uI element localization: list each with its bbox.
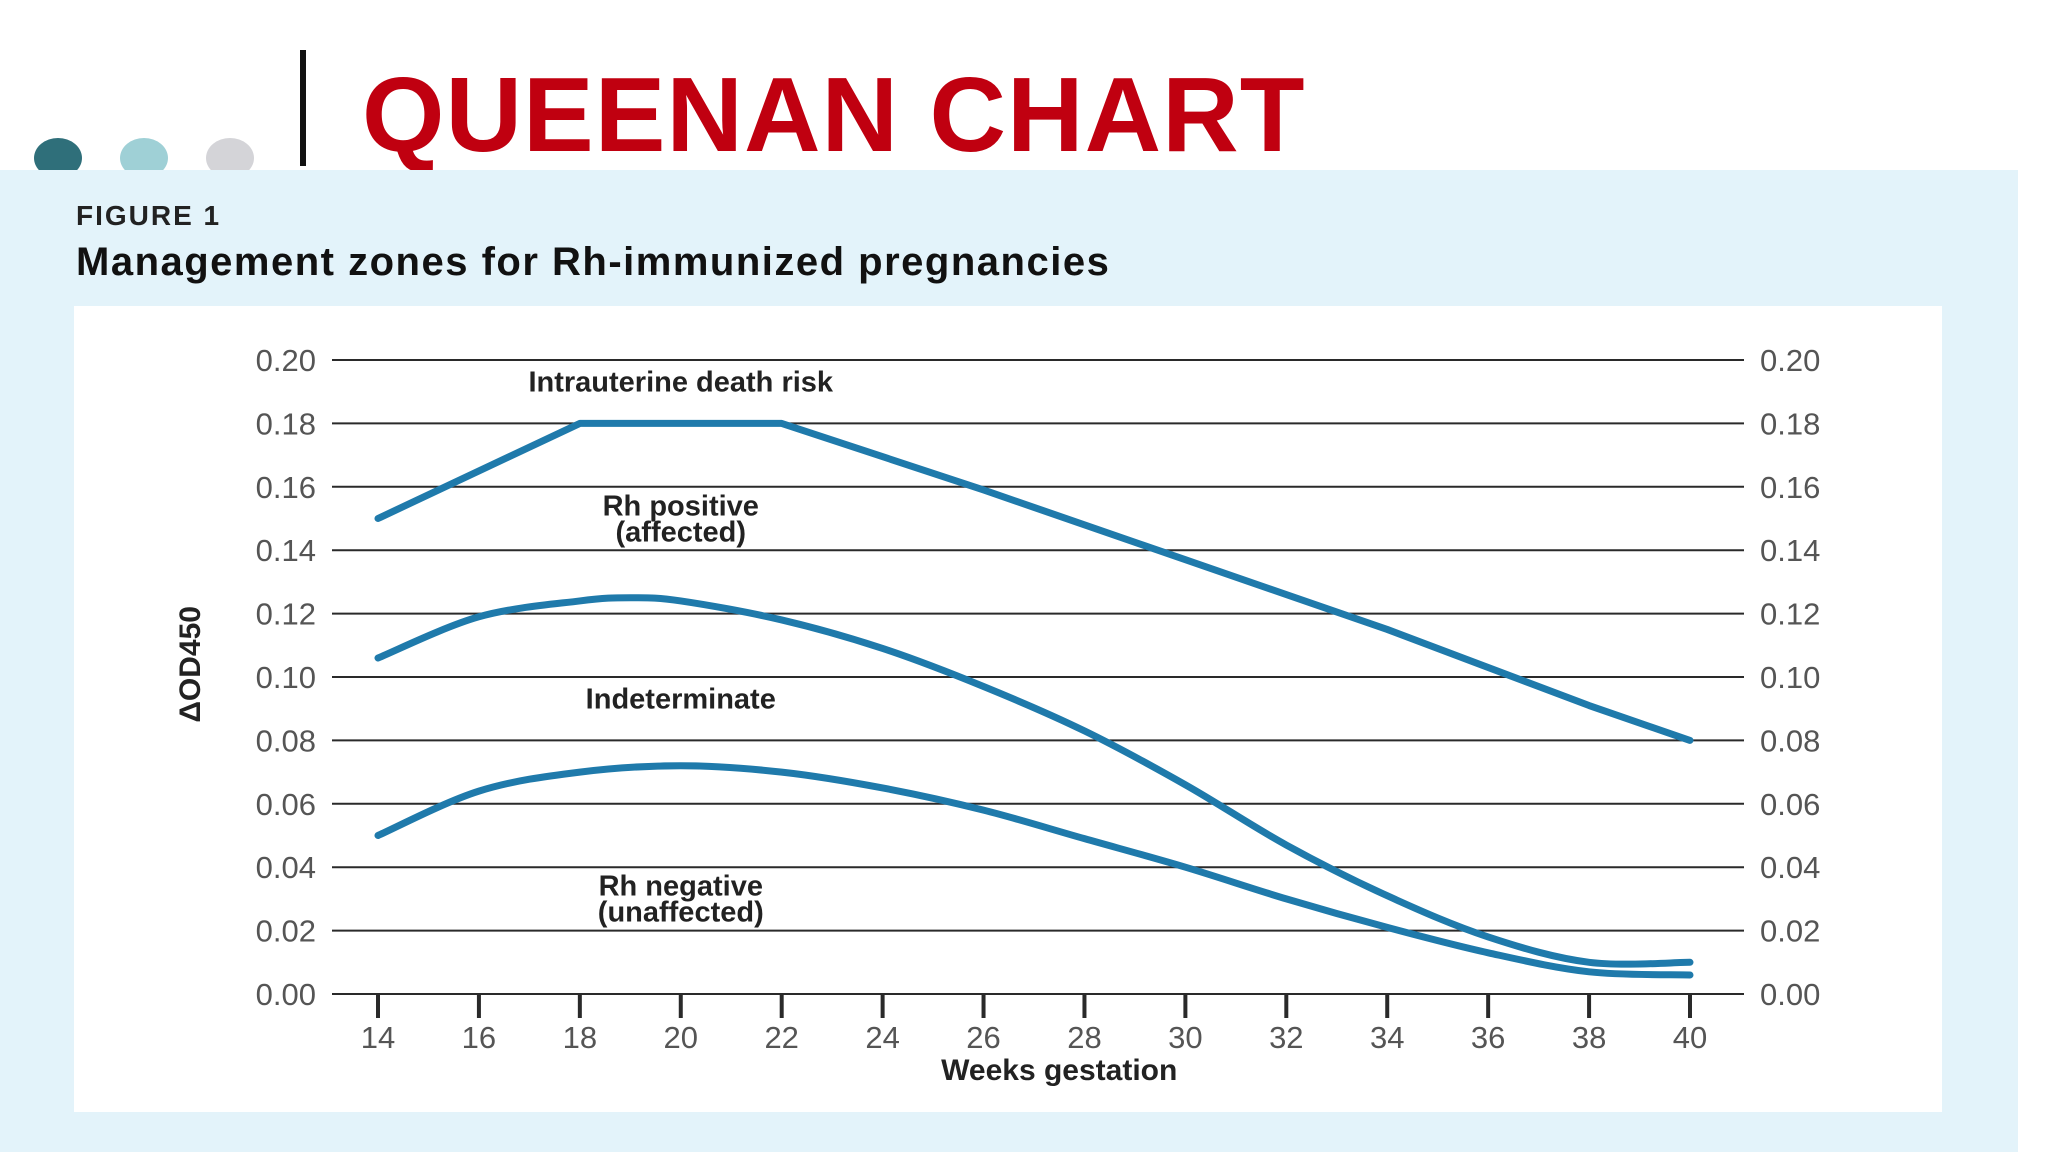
zone-label: Intrauterine death risk (528, 367, 833, 399)
x-tick-label: 18 (563, 1020, 597, 1055)
y-tick-label-left: 0.20 (256, 343, 316, 378)
zone-boundary-line-3 (374, 762, 1694, 979)
y-tick-label-right: 0.16 (1760, 470, 1820, 505)
y-tick-label-left: 0.14 (256, 533, 316, 568)
y-tick-label-right: 0.18 (1760, 406, 1820, 441)
zone-label: Rh positive (603, 490, 759, 522)
y-tick-label-left: 0.06 (256, 787, 316, 822)
y-tick-label-left: 0.10 (256, 660, 316, 695)
y-tick-label-left: 0.12 (256, 597, 316, 632)
x-tick-label: 28 (1067, 1020, 1101, 1055)
x-axis-label: Weeks gestation (941, 1054, 1177, 1087)
x-tick-label: 16 (462, 1020, 496, 1055)
zone-label: Rh negative (599, 871, 763, 903)
y-tick-label-left: 0.02 (256, 914, 316, 949)
zone-boundary-line-1 (374, 419, 1694, 744)
y-tick-label-right: 0.04 (1760, 850, 1820, 885)
figure-label: FIGURE 1 (76, 200, 222, 231)
x-tick-label: 34 (1370, 1020, 1404, 1055)
queenan-chart: 0.00 0.02 0.04 0.06 0.08 0.10 0.12 0.14 0.16 0.18… (174, 343, 1820, 1087)
zone-label: (affected) (616, 516, 747, 548)
slide-title: QUEENAN CHART (362, 56, 1306, 174)
plot-card: 0.00 0.02 0.04 0.06 0.08 0.10 0.12 0.14 0.16 0.18… (74, 306, 1942, 1112)
y-tick-label-right: 0.08 (1760, 723, 1820, 758)
y-tick-label-right: 0.00 (1760, 977, 1820, 1012)
x-tick-label: 32 (1269, 1020, 1303, 1055)
figure-title: Management zones for Rh-immunized pregna… (76, 240, 1111, 284)
y-tick-label-right: 0.12 (1760, 597, 1820, 632)
y-tick-label-right: 0.20 (1760, 343, 1820, 378)
decorative-dots (34, 138, 274, 178)
x-tick-label: 14 (361, 1020, 395, 1055)
x-tick-label: 20 (664, 1020, 698, 1055)
title-divider (300, 50, 306, 166)
x-tick-label: 36 (1471, 1020, 1505, 1055)
y-tick-label-left: 0.04 (256, 850, 316, 885)
x-tick-label: 24 (865, 1020, 899, 1055)
y-tick-label-right: 0.10 (1760, 660, 1820, 695)
x-tick-label: 26 (966, 1020, 1000, 1055)
y-tick-label-right: 0.14 (1760, 533, 1820, 568)
zone-label: Indeterminate (586, 684, 776, 716)
y-tick-label-left: 0.08 (256, 723, 316, 758)
zone-label: (unaffected) (598, 897, 764, 929)
y-tick-label-left: 0.18 (256, 406, 316, 441)
y-tick-label-right: 0.02 (1760, 914, 1820, 949)
zone-boundary-line-2 (374, 594, 1694, 968)
x-tick-label: 22 (764, 1020, 798, 1055)
y-tick-label-right: 0.06 (1760, 787, 1820, 822)
x-tick-label: 30 (1168, 1020, 1202, 1055)
x-tick-label: 40 (1673, 1020, 1707, 1055)
x-tick-label: 38 (1572, 1020, 1606, 1055)
y-tick-label-left: 0.16 (256, 470, 316, 505)
y-axis-label: ΔOD450 (174, 606, 207, 723)
y-tick-label-left: 0.00 (256, 977, 316, 1012)
